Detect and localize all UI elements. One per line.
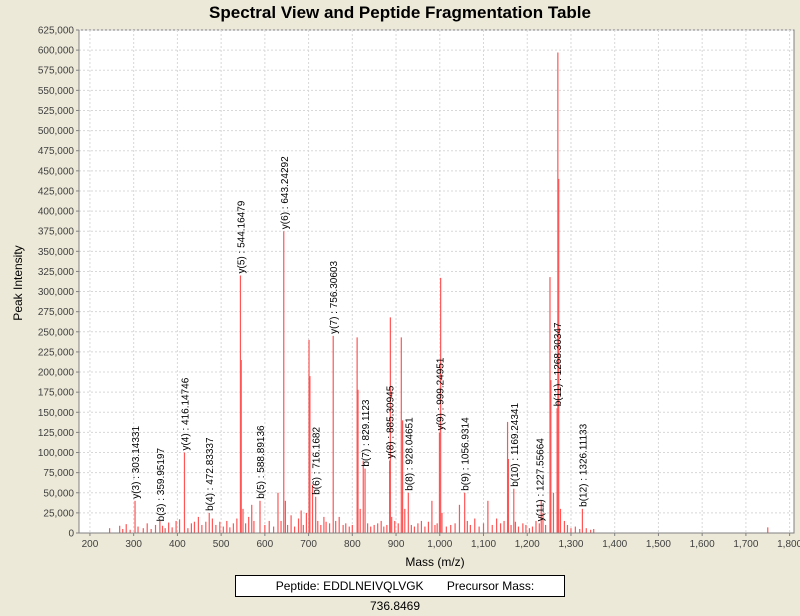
peak-annotation: b(10) : 1169.24341 — [510, 403, 521, 487]
x-tick-label: 1,800 — [777, 539, 800, 550]
peptide-legend: Peptide: EDDLNEIVQLVGK Precursor Mass: 7… — [235, 575, 565, 613]
y-tick-label: 325,000 — [38, 267, 75, 278]
peptide-sequence: Peptide: EDDLNEIVQLVGK — [275, 579, 424, 593]
y-tick-label: 475,000 — [38, 146, 75, 157]
peak-annotation: y(9) : 999.24951 — [435, 357, 446, 430]
peak-annotation: y(7) : 756.30603 — [329, 261, 340, 334]
y-axis: 0 25,000 50,000 75,000 100,000 125,000 150,000… — [38, 26, 80, 540]
peak-annotation: y(5) : 544.16479 — [236, 200, 247, 273]
peak-annotation: b(6) : 716.1682 — [312, 427, 323, 495]
y-tick-label: 500,000 — [38, 126, 75, 137]
y-tick-label: 350,000 — [38, 247, 75, 258]
y-tick-label: 550,000 — [38, 86, 75, 97]
x-tick-label: 900 — [388, 539, 405, 550]
y-tick-label: 425,000 — [38, 186, 75, 197]
spectrum-chart[interactable]: y(3) : 303.14331 b(3) : 359.95197 y(4) : 4… — [0, 0, 800, 600]
x-tick-label: 600 — [257, 539, 274, 550]
peak-annotation: b(9) : 1056.9314 — [461, 417, 472, 491]
y-tick-label: 525,000 — [38, 106, 75, 117]
x-tick-label: 1,200 — [515, 539, 540, 550]
x-tick-label: 1,300 — [558, 539, 583, 550]
chart-title: Spectral View and Peptide Fragmentation … — [209, 3, 591, 22]
x-tick-label: 1,100 — [471, 539, 496, 550]
peak-annotation: b(8) : 928.04651 — [404, 417, 415, 491]
y-tick-label: 575,000 — [38, 66, 75, 77]
peak-annotation: y(11) : 1227.55664 — [535, 438, 546, 522]
plot-area — [78, 29, 795, 534]
grid-lines — [79, 29, 794, 533]
peak-annotation: y(6) : 643.24292 — [280, 156, 291, 229]
annotations-group: y(3) : 303.14331 b(3) : 359.95197 y(4) : 4… — [131, 156, 589, 521]
x-tick-label: 1,700 — [733, 539, 758, 550]
peak-annotation: b(7) : 829.1123 — [361, 399, 372, 467]
x-tick-label: 1,600 — [690, 539, 715, 550]
y-tick-label: 100,000 — [38, 448, 75, 459]
y-tick-label: 300,000 — [38, 287, 75, 298]
x-tick-label: 300 — [125, 539, 142, 550]
y-tick-label: 625,000 — [38, 26, 75, 37]
peak-annotation: y(3) : 303.14331 — [131, 426, 142, 499]
y-tick-label: 400,000 — [38, 207, 75, 218]
x-tick-label: 1,000 — [427, 539, 452, 550]
y-tick-label: 0 — [68, 529, 74, 540]
x-tick-label: 400 — [169, 539, 186, 550]
x-tick-label: 1,400 — [602, 539, 627, 550]
y-tick-label: 275,000 — [38, 307, 75, 318]
y-tick-label: 75,000 — [43, 468, 74, 479]
peak-annotation: b(4) : 472.83337 — [205, 437, 216, 511]
y-tick-label: 50,000 — [43, 488, 74, 499]
y-tick-label: 375,000 — [38, 227, 75, 238]
y-tick-label: 225,000 — [38, 347, 75, 358]
x-tick-label: 500 — [213, 539, 230, 550]
x-tick-label: 1,500 — [646, 539, 671, 550]
x-axis: 200 300 400 500 600 700 800 900 1,000 1,100 1,200 1… — [79, 532, 800, 550]
x-tick-label: 200 — [82, 539, 99, 550]
y-tick-label: 150,000 — [38, 408, 75, 419]
y-tick-label: 25,000 — [43, 508, 74, 519]
peak-annotation: b(12) : 1326.11133 — [578, 423, 589, 506]
y-tick-label: 600,000 — [38, 46, 75, 57]
y-axis-label: Peak Intensity — [11, 245, 25, 320]
y-tick-label: 175,000 — [38, 388, 75, 399]
y-tick-label: 200,000 — [38, 368, 75, 379]
x-axis-label: Mass (m/z) — [405, 555, 464, 569]
y-tick-label: 125,000 — [38, 428, 75, 439]
peaks-group — [109, 52, 769, 533]
y-tick-label: 450,000 — [38, 166, 75, 177]
peak-annotation: y(4) : 416.14746 — [180, 377, 191, 450]
peak-annotation: y(8) : 885.30945 — [386, 385, 397, 458]
x-tick-label: 700 — [300, 539, 317, 550]
y-tick-label: 250,000 — [38, 327, 75, 338]
peak-annotation: b(5) : 588.89136 — [256, 425, 267, 499]
x-tick-label: 800 — [344, 539, 361, 550]
peak-annotation: b(3) : 359.95197 — [156, 448, 167, 522]
peak-annotation: b(11) : 1268.30347 — [553, 322, 564, 406]
